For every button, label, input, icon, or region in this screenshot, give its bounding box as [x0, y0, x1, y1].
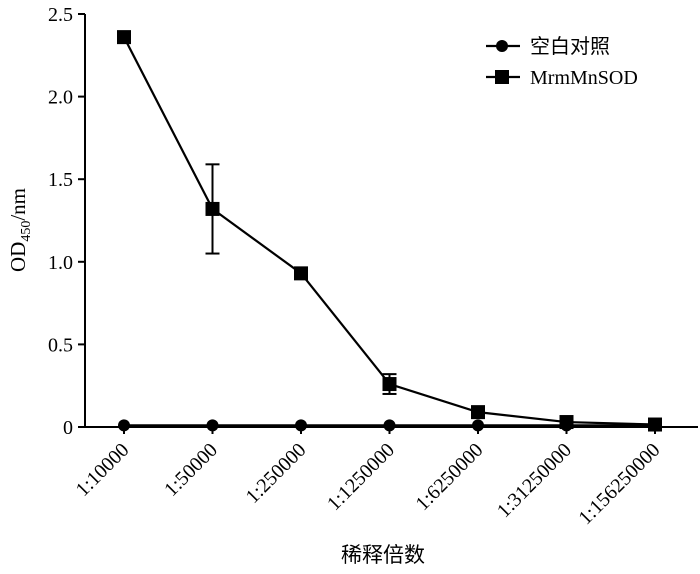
- y-ticks: 0 0.5 1.0 1.5 2.0 2.5: [48, 4, 85, 439]
- data-point: [295, 419, 307, 432]
- y-axis-title-suffix: /nm: [6, 188, 30, 221]
- y-tick-label: 0: [63, 417, 73, 439]
- data-point: [559, 415, 574, 430]
- x-tick-label: 1:156250000: [574, 439, 664, 529]
- legend-marker: [495, 70, 509, 84]
- x-tick-label: 1:6250000: [411, 439, 487, 515]
- data-point: [205, 201, 220, 216]
- y-tick-label: 2.0: [48, 87, 73, 109]
- data-point: [648, 417, 662, 432]
- legend-item-1: 空白对照: [486, 35, 610, 58]
- x-tick-label: 1:50000: [160, 439, 222, 501]
- series-line: [123, 36, 656, 426]
- series-2: [117, 30, 662, 432]
- series-layer: [117, 30, 662, 432]
- data-point: [206, 419, 219, 432]
- y-axis-title-sub: 450: [19, 221, 34, 242]
- legend-label: MrmMnSOD: [530, 67, 638, 89]
- x-tick-label: 1:250000: [242, 439, 311, 508]
- data-point: [118, 419, 130, 432]
- x-axis-title: 稀释倍数: [341, 543, 425, 567]
- data-point: [117, 30, 131, 45]
- x-tick-label: 1:10000: [72, 439, 134, 501]
- legend-item-2: MrmMnSOD: [486, 67, 638, 89]
- data-point: [383, 419, 396, 432]
- legend-marker: [496, 40, 508, 52]
- data-point: [471, 405, 485, 420]
- data-point: [472, 419, 484, 432]
- y-tick-label: 0.5: [48, 334, 73, 356]
- data-point: [294, 266, 308, 281]
- legend-label: 空白对照: [530, 35, 610, 58]
- y-axis-title: OD450/nm: [6, 188, 34, 272]
- x-tick-label: 1:31250000: [493, 439, 576, 522]
- y-tick-label: 1.0: [48, 252, 73, 274]
- x-ticks: 1:10000 1:50000 1:250000 1:1250000 1:6250000…: [72, 427, 665, 529]
- x-tick-label: 1:1250000: [323, 439, 399, 515]
- y-axis-title-base: OD: [6, 242, 30, 272]
- y-tick-label: 1.5: [48, 169, 73, 191]
- series-1: [118, 419, 661, 432]
- legend: 空白对照 MrmMnSOD: [486, 35, 638, 89]
- data-point: [382, 377, 397, 392]
- y-tick-label: 2.5: [48, 4, 73, 26]
